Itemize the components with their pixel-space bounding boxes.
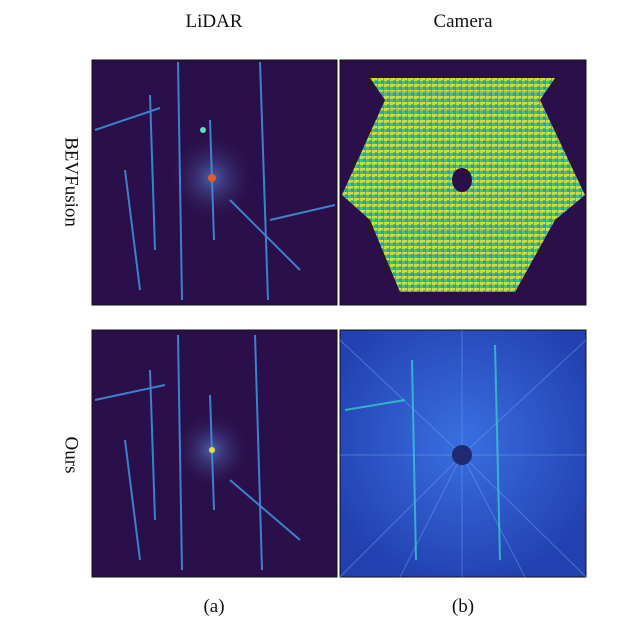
caption: (b) [452, 596, 474, 617]
heatmap-camera-bevfusion [339, 59, 587, 306]
row-label: BEVFusion [61, 137, 82, 227]
heatmap-camera-ours [339, 329, 587, 578]
column-header: Camera [433, 11, 493, 32]
caption: (a) [203, 596, 224, 617]
column-header: LiDAR [186, 11, 243, 32]
row-label: Ours [61, 437, 82, 474]
heatmap-lidar-bevfusion [91, 59, 338, 306]
heatmap-lidar-ours [91, 329, 338, 578]
